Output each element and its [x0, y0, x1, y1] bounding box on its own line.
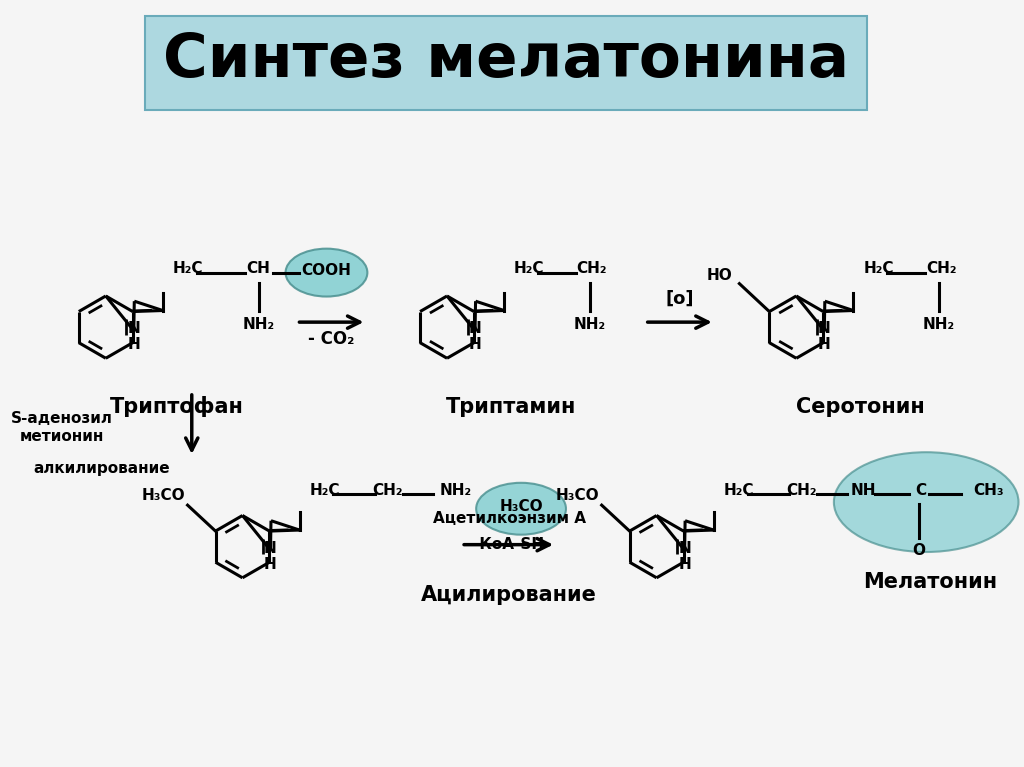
Text: NH₂: NH₂ — [573, 317, 606, 332]
Text: H₃CO: H₃CO — [500, 499, 543, 514]
Text: Мелатонин: Мелатонин — [863, 571, 997, 591]
Text: метионин: метионин — [19, 430, 104, 444]
Text: N: N — [678, 541, 691, 556]
Text: Триптофан: Триптофан — [110, 397, 244, 417]
Text: -КоА-SH: -КоА-SH — [473, 537, 545, 552]
Text: CH₃: CH₃ — [974, 482, 1005, 498]
Text: H: H — [469, 337, 481, 352]
Text: H₂C: H₂C — [514, 261, 545, 276]
Text: Синтез мелатонина: Синтез мелатонина — [163, 31, 849, 91]
Text: O: O — [912, 542, 926, 558]
Text: - CO₂: - CO₂ — [308, 330, 354, 348]
Text: CH₂: CH₂ — [372, 482, 402, 498]
Text: HO: HO — [707, 268, 732, 283]
Text: COOH: COOH — [301, 263, 351, 278]
Text: N: N — [818, 321, 830, 336]
Text: H: H — [264, 557, 276, 571]
Text: H₃CO: H₃CO — [556, 488, 599, 502]
Text: N: N — [127, 321, 140, 336]
Text: CH₂: CH₂ — [577, 261, 607, 276]
Ellipse shape — [834, 453, 1019, 552]
Text: H: H — [678, 557, 691, 571]
Text: Ацетилкоэнзим А: Ацетилкоэнзим А — [432, 512, 586, 526]
Text: H: H — [818, 337, 830, 352]
Text: H: H — [127, 337, 140, 352]
Ellipse shape — [476, 482, 566, 535]
Text: N: N — [264, 541, 276, 556]
Text: Серотонин: Серотонин — [796, 397, 925, 417]
Text: N: N — [469, 321, 481, 336]
Text: CH₂: CH₂ — [786, 482, 817, 498]
Text: NH₂: NH₂ — [243, 317, 274, 332]
Text: CH: CH — [247, 261, 270, 276]
Text: алкилирование: алкилирование — [34, 461, 170, 476]
Text: H₂C: H₂C — [309, 482, 340, 498]
Text: C: C — [915, 482, 927, 498]
Ellipse shape — [286, 249, 368, 297]
Text: H₂C: H₂C — [724, 482, 754, 498]
Text: Триптамин: Триптамин — [445, 397, 577, 417]
Text: H₂C: H₂C — [863, 261, 894, 276]
Text: NH₂: NH₂ — [439, 482, 471, 498]
Text: NH₂: NH₂ — [923, 317, 955, 332]
Text: NH: NH — [851, 482, 877, 498]
FancyBboxPatch shape — [144, 16, 867, 110]
Text: H₃CO: H₃CO — [141, 488, 185, 502]
Text: CH₂: CH₂ — [926, 261, 956, 276]
Text: Ацилирование: Ацилирование — [421, 584, 597, 604]
Text: [о]: [о] — [666, 290, 694, 308]
Text: S-аденозил: S-аденозил — [11, 411, 113, 426]
Text: H₂C: H₂C — [173, 261, 204, 276]
